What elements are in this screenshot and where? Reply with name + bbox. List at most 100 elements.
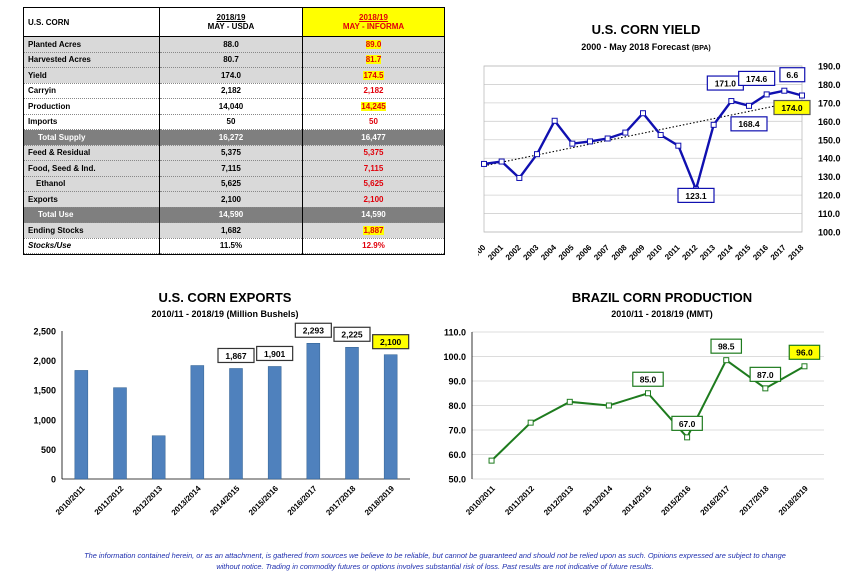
- informa-value: 81.7: [302, 52, 444, 68]
- usda-value-text: 174.0: [220, 70, 242, 80]
- row-label-text: Carryin: [28, 86, 57, 96]
- data-point: [640, 110, 646, 117]
- x-tick-label: 2009: [627, 243, 646, 262]
- data-point: [605, 402, 612, 409]
- x-tick-label: 2017: [769, 243, 788, 262]
- usda-value: 2,100: [159, 191, 303, 208]
- informa-value: 5,375: [302, 145, 444, 161]
- x-tick-label: 2013/2014: [581, 484, 614, 517]
- row-label: Food, Seed & Ind.: [24, 160, 160, 177]
- data-label-box: [217, 347, 255, 364]
- bar: [383, 354, 398, 480]
- disclaimer: The information contained herein, or as …: [40, 550, 830, 572]
- informa-value: 12.9%: [302, 238, 444, 254]
- informa-value: 16,477: [302, 129, 444, 146]
- informa-value: 14,245: [302, 98, 444, 115]
- data-point: [566, 398, 573, 405]
- bar: [190, 365, 205, 480]
- data-label: 96.0: [796, 348, 813, 358]
- data-point: [675, 142, 682, 149]
- data-label: 85.0: [640, 375, 657, 385]
- row-label: Production: [24, 98, 160, 115]
- x-tick-label: 2010: [645, 243, 664, 262]
- bar: [151, 435, 166, 480]
- data-point: [534, 151, 540, 158]
- data-label-box: [773, 99, 811, 116]
- informa-value-text: 89.0: [365, 39, 382, 49]
- y-tick-label: 100.0: [443, 352, 466, 362]
- informa-value: 2,100: [302, 191, 444, 208]
- x-tick-label: 2015/2016: [247, 484, 280, 517]
- table-row: Harvested Acres 80.7 81.7: [24, 52, 444, 68]
- data-point: [728, 98, 735, 105]
- data-label: 67.0: [679, 419, 696, 429]
- x-tick-label: 2015/2016: [659, 484, 692, 517]
- usda-value: 16,272: [159, 129, 303, 146]
- x-tick-label: 2018/2019: [363, 484, 396, 517]
- chart-subtitle: 2000 - May 2018 Forecast (BPA): [581, 42, 711, 52]
- usda-value: 2,182: [159, 83, 303, 99]
- bar: [113, 387, 127, 480]
- usda-value: 14,040: [159, 98, 303, 115]
- x-tick-label: 2013: [698, 243, 717, 262]
- row-label: Carryin: [24, 83, 160, 99]
- data-label-box: [730, 116, 768, 132]
- balance-sheet-body: U.S. CORN 2018/19 MAY - USDA 2018/19 MAY…: [24, 8, 444, 254]
- usda-value: 88.0: [159, 36, 303, 53]
- data-point: [516, 174, 523, 181]
- row-label-text: Yield: [28, 70, 47, 80]
- y-tick-label: 150.0: [818, 135, 841, 145]
- x-tick-label: 2018: [786, 243, 805, 262]
- disclaimer-line-2: without notice. Trading in commodity fut…: [216, 562, 654, 571]
- row-label-text: Imports: [28, 117, 58, 127]
- row-label: Planted Acres: [24, 36, 160, 53]
- usda-column-header: 2018/19 MAY - USDA: [159, 8, 303, 37]
- bar: [345, 347, 359, 480]
- data-point: [551, 117, 558, 124]
- row-label-text: Ending Stocks: [28, 225, 84, 235]
- informa-value-text: 2,100: [363, 194, 384, 204]
- usda-value-text: 2,100: [220, 194, 242, 204]
- x-tick-label: 2006: [574, 243, 593, 262]
- data-label: 98.5: [718, 342, 735, 352]
- x-tick-label: 2000: [478, 243, 488, 262]
- usda-value-text: 1,682: [220, 225, 242, 235]
- usda-value-text: 11.5%: [219, 241, 243, 251]
- usda-value: 5,625: [159, 176, 303, 192]
- data-point: [781, 87, 788, 94]
- chart-subtitle: 2010/11 - 2018/19 (Million Bushels): [151, 309, 298, 319]
- row-label-text: Planted Acres: [28, 39, 82, 49]
- balance-sheet-table: U.S. CORN 2018/19 MAY - USDA 2018/19 MAY…: [23, 7, 445, 255]
- brazil-corn-production-chart: BRAZIL CORN PRODUCTION 2010/11 - 2018/19 …: [443, 290, 824, 517]
- informa-value-text: 5,375: [363, 148, 384, 158]
- row-label-text: Exports: [28, 194, 58, 204]
- table-row: Yield 174.0 174.5: [24, 67, 444, 84]
- data-point: [657, 131, 664, 138]
- x-tick-label: 2015: [733, 243, 752, 262]
- y-tick-label: 2,000: [33, 356, 56, 366]
- informa-value: 89.0: [302, 36, 444, 53]
- data-label: 1,867: [225, 351, 247, 361]
- y-tick-label: 80.0: [448, 401, 466, 411]
- us-corn-exports-chart: U.S. CORN EXPORTS 2010/11 - 2018/19 (Mill…: [33, 290, 410, 517]
- row-label: Ending Stocks: [24, 222, 160, 239]
- informa-value: 174.5: [302, 67, 444, 84]
- data-label: 2,225: [341, 330, 363, 340]
- usda-value: 80.7: [159, 52, 303, 68]
- data-label-box: [738, 70, 776, 87]
- usda-value: 7,115: [159, 160, 303, 177]
- y-tick-label: 160.0: [818, 117, 841, 127]
- usda-value-text: 2,182: [220, 86, 242, 96]
- data-label: 171.0: [715, 78, 737, 88]
- x-tick-label: 2017/2018: [738, 484, 771, 517]
- row-label-text: Harvested Acres: [28, 55, 91, 65]
- data-point: [604, 135, 611, 142]
- informa-column-header: 2018/19 MAY - INFORMA: [302, 8, 444, 37]
- y-tick-label: 170.0: [818, 98, 841, 108]
- table-row: Stocks/Use 11.5% 12.9%: [24, 238, 444, 254]
- usda-value: 5,375: [159, 145, 303, 161]
- data-label: 1,901: [264, 349, 286, 359]
- data-label: 6.6: [786, 70, 798, 80]
- table-row: Total Use 14,590 14,590: [24, 207, 444, 223]
- usda-value-text: 88.0: [223, 39, 239, 49]
